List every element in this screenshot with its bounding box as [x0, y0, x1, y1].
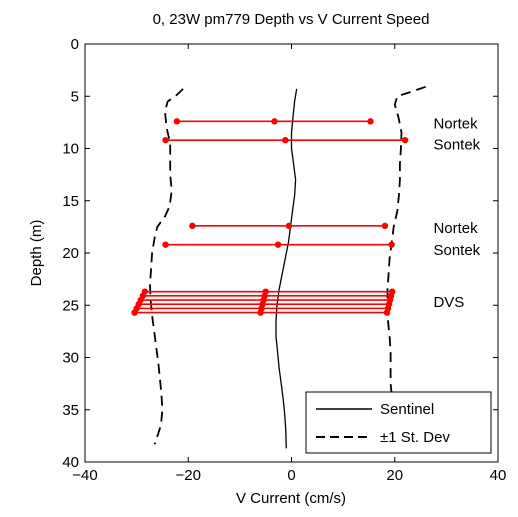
y-tick-label-0: 0	[71, 36, 79, 53]
error-bar-2-mean-point	[285, 222, 293, 230]
y-tick-label-5: 25	[62, 297, 79, 314]
legend-label-sentinel: Sentinel	[380, 401, 434, 418]
annotation-3: Sontek	[433, 242, 480, 259]
annotation-1: Sontek	[433, 136, 480, 153]
annotation-2: Nortek	[433, 220, 478, 237]
y-tick-label-1: 5	[71, 88, 79, 105]
error-bar-3-high-point	[388, 241, 395, 248]
x-tick-label-0: −40	[72, 467, 97, 484]
plot-area	[131, 85, 426, 449]
x-axis-label: V Current (cm/s)	[236, 490, 346, 507]
series-line-0	[275, 88, 298, 449]
error-bar-0-high-point	[367, 118, 374, 125]
y-tick-label-2: 10	[62, 141, 79, 158]
y-axis-label: Depth (m)	[28, 220, 45, 287]
legend-label-stdev: ±1 St. Dev	[380, 429, 450, 446]
annotation-0: Nortek	[433, 115, 478, 132]
error-bar-3-low-point	[162, 241, 169, 248]
x-tick-label-3: 20	[386, 467, 403, 484]
error-bar-2-low-point	[189, 222, 196, 230]
y-tick-label-7: 35	[62, 402, 79, 419]
error-bar-1-mean-point	[282, 136, 289, 144]
y-tick-label-8: 40	[62, 454, 79, 471]
error-bar-1-low-point	[162, 136, 169, 144]
error-bar-9-mean-point	[257, 309, 264, 316]
axis-ticks: −40 −20 0 20 40 0 5 10 15 20 25 30 35 40	[62, 36, 506, 484]
error-bar-0-low-point	[173, 118, 181, 125]
x-tick-label-2: 0	[287, 467, 295, 484]
error-bar-3-mean-point	[274, 241, 282, 248]
annotations: Nortek Sontek Nortek Sontek DVS	[433, 115, 480, 311]
legend: Sentinel ±1 St. Dev	[305, 391, 492, 454]
annotation-4: DVS	[433, 294, 464, 311]
error-bar-9-high-point	[383, 309, 391, 316]
x-tick-label-1: −20	[176, 467, 201, 484]
y-tick-label-3: 15	[62, 193, 79, 210]
y-tick-label-4: 20	[62, 245, 79, 262]
error-bar-1-high-point	[401, 136, 409, 144]
chart-title: 0, 23W pm779 Depth vs V Current Speed	[153, 11, 430, 28]
x-tick-label-4: 40	[490, 467, 507, 484]
error-bar-2-high-point	[381, 222, 389, 230]
series-line-1	[149, 88, 184, 445]
series-line-2	[386, 85, 426, 416]
error-bar-0-mean-point	[271, 118, 278, 125]
y-tick-label-6: 30	[62, 350, 79, 367]
error-bar-9-low-point	[131, 309, 138, 316]
legend-box	[305, 391, 492, 454]
